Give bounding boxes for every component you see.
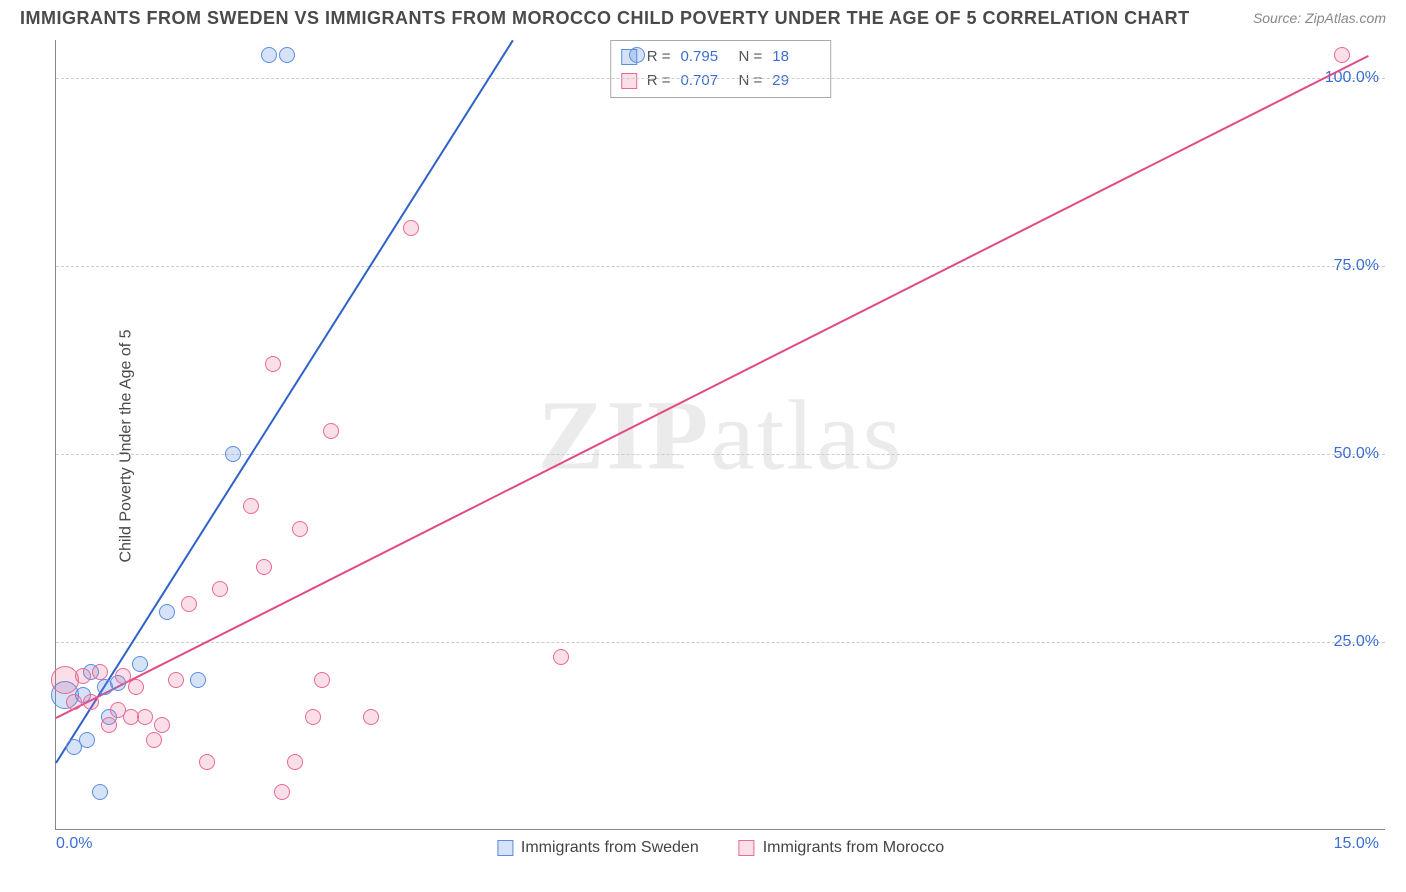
legend-N-label: N = [739, 45, 763, 69]
watermark-bold: ZIP [538, 379, 711, 490]
legend-R-sweden: 0.795 [681, 45, 729, 69]
data-point-morocco [128, 679, 144, 695]
data-point-morocco [154, 717, 170, 733]
legend-swatch-morocco [739, 840, 755, 856]
legend-series: Immigrants from Sweden Immigrants from M… [497, 839, 944, 857]
data-point-morocco [75, 668, 91, 684]
data-point-sweden [261, 47, 277, 63]
legend-swatch-morocco [621, 73, 637, 89]
legend-N-sweden: 18 [772, 45, 820, 69]
legend-label-morocco: Immigrants from Morocco [763, 839, 944, 857]
legend-swatch-sweden [497, 840, 513, 856]
data-point-sweden [629, 47, 645, 63]
data-point-morocco [199, 754, 215, 770]
legend-N-morocco: 29 [772, 69, 820, 93]
data-point-morocco [83, 694, 99, 710]
data-point-sweden [79, 732, 95, 748]
gridline [56, 454, 1385, 455]
source-label: Source: ZipAtlas.com [1253, 10, 1386, 26]
legend-stats-row-sweden: R = 0.795 N = 18 [621, 45, 821, 69]
legend-N-label: N = [739, 69, 763, 93]
data-point-morocco [243, 498, 259, 514]
data-point-sweden [132, 656, 148, 672]
data-point-morocco [305, 709, 321, 725]
data-point-morocco [256, 559, 272, 575]
data-point-morocco [212, 581, 228, 597]
data-point-morocco [146, 732, 162, 748]
data-point-sweden [190, 672, 206, 688]
data-point-sweden [225, 446, 241, 462]
gridline [56, 642, 1385, 643]
watermark: ZIPatlas [538, 377, 904, 492]
data-point-morocco [137, 709, 153, 725]
data-point-sweden [92, 784, 108, 800]
data-point-morocco [292, 521, 308, 537]
data-point-morocco [314, 672, 330, 688]
legend-R-morocco: 0.707 [681, 69, 729, 93]
data-point-morocco [323, 423, 339, 439]
y-tick-label: 75.0% [1334, 257, 1379, 275]
data-point-morocco [287, 754, 303, 770]
y-tick-label: 25.0% [1334, 633, 1379, 651]
x-tick-label: 0.0% [56, 835, 92, 853]
data-point-sweden [159, 604, 175, 620]
data-point-morocco [181, 596, 197, 612]
data-point-morocco [168, 672, 184, 688]
legend-label-sweden: Immigrants from Sweden [521, 839, 699, 857]
data-point-morocco [553, 649, 569, 665]
plot-area: ZIPatlas R = 0.795 N = 18 R = 0.707 N = … [55, 40, 1385, 830]
x-tick-label: 15.0% [1334, 835, 1379, 853]
data-point-sweden [279, 47, 295, 63]
data-point-morocco [66, 694, 82, 710]
data-point-morocco [265, 356, 281, 372]
legend-stats: R = 0.795 N = 18 R = 0.707 N = 29 [610, 40, 832, 98]
trend-line-morocco [56, 55, 1369, 719]
data-point-morocco [363, 709, 379, 725]
y-tick-label: 50.0% [1334, 445, 1379, 463]
data-point-morocco [1334, 47, 1350, 63]
legend-stats-row-morocco: R = 0.707 N = 29 [621, 69, 821, 93]
data-point-morocco [115, 668, 131, 684]
trend-line-sweden [55, 40, 513, 763]
watermark-rest: atlas [710, 379, 903, 490]
data-point-morocco [101, 717, 117, 733]
data-point-morocco [92, 664, 108, 680]
legend-item-morocco: Immigrants from Morocco [739, 839, 944, 857]
legend-item-sweden: Immigrants from Sweden [497, 839, 699, 857]
chart-title: IMMIGRANTS FROM SWEDEN VS IMMIGRANTS FRO… [20, 8, 1190, 29]
data-point-morocco [403, 220, 419, 236]
legend-R-label: R = [647, 69, 671, 93]
gridline [56, 78, 1385, 79]
gridline [56, 266, 1385, 267]
legend-R-label: R = [647, 45, 671, 69]
data-point-morocco [274, 784, 290, 800]
